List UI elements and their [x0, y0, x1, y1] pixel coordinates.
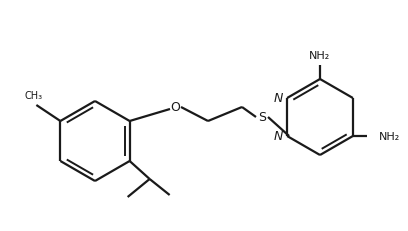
- Text: S: S: [258, 111, 266, 124]
- Text: NH₂: NH₂: [309, 51, 330, 61]
- Text: NH₂: NH₂: [379, 131, 400, 141]
- Text: N: N: [274, 130, 283, 143]
- Text: CH₃: CH₃: [24, 91, 42, 100]
- Text: O: O: [170, 101, 180, 114]
- Text: N: N: [274, 92, 283, 105]
